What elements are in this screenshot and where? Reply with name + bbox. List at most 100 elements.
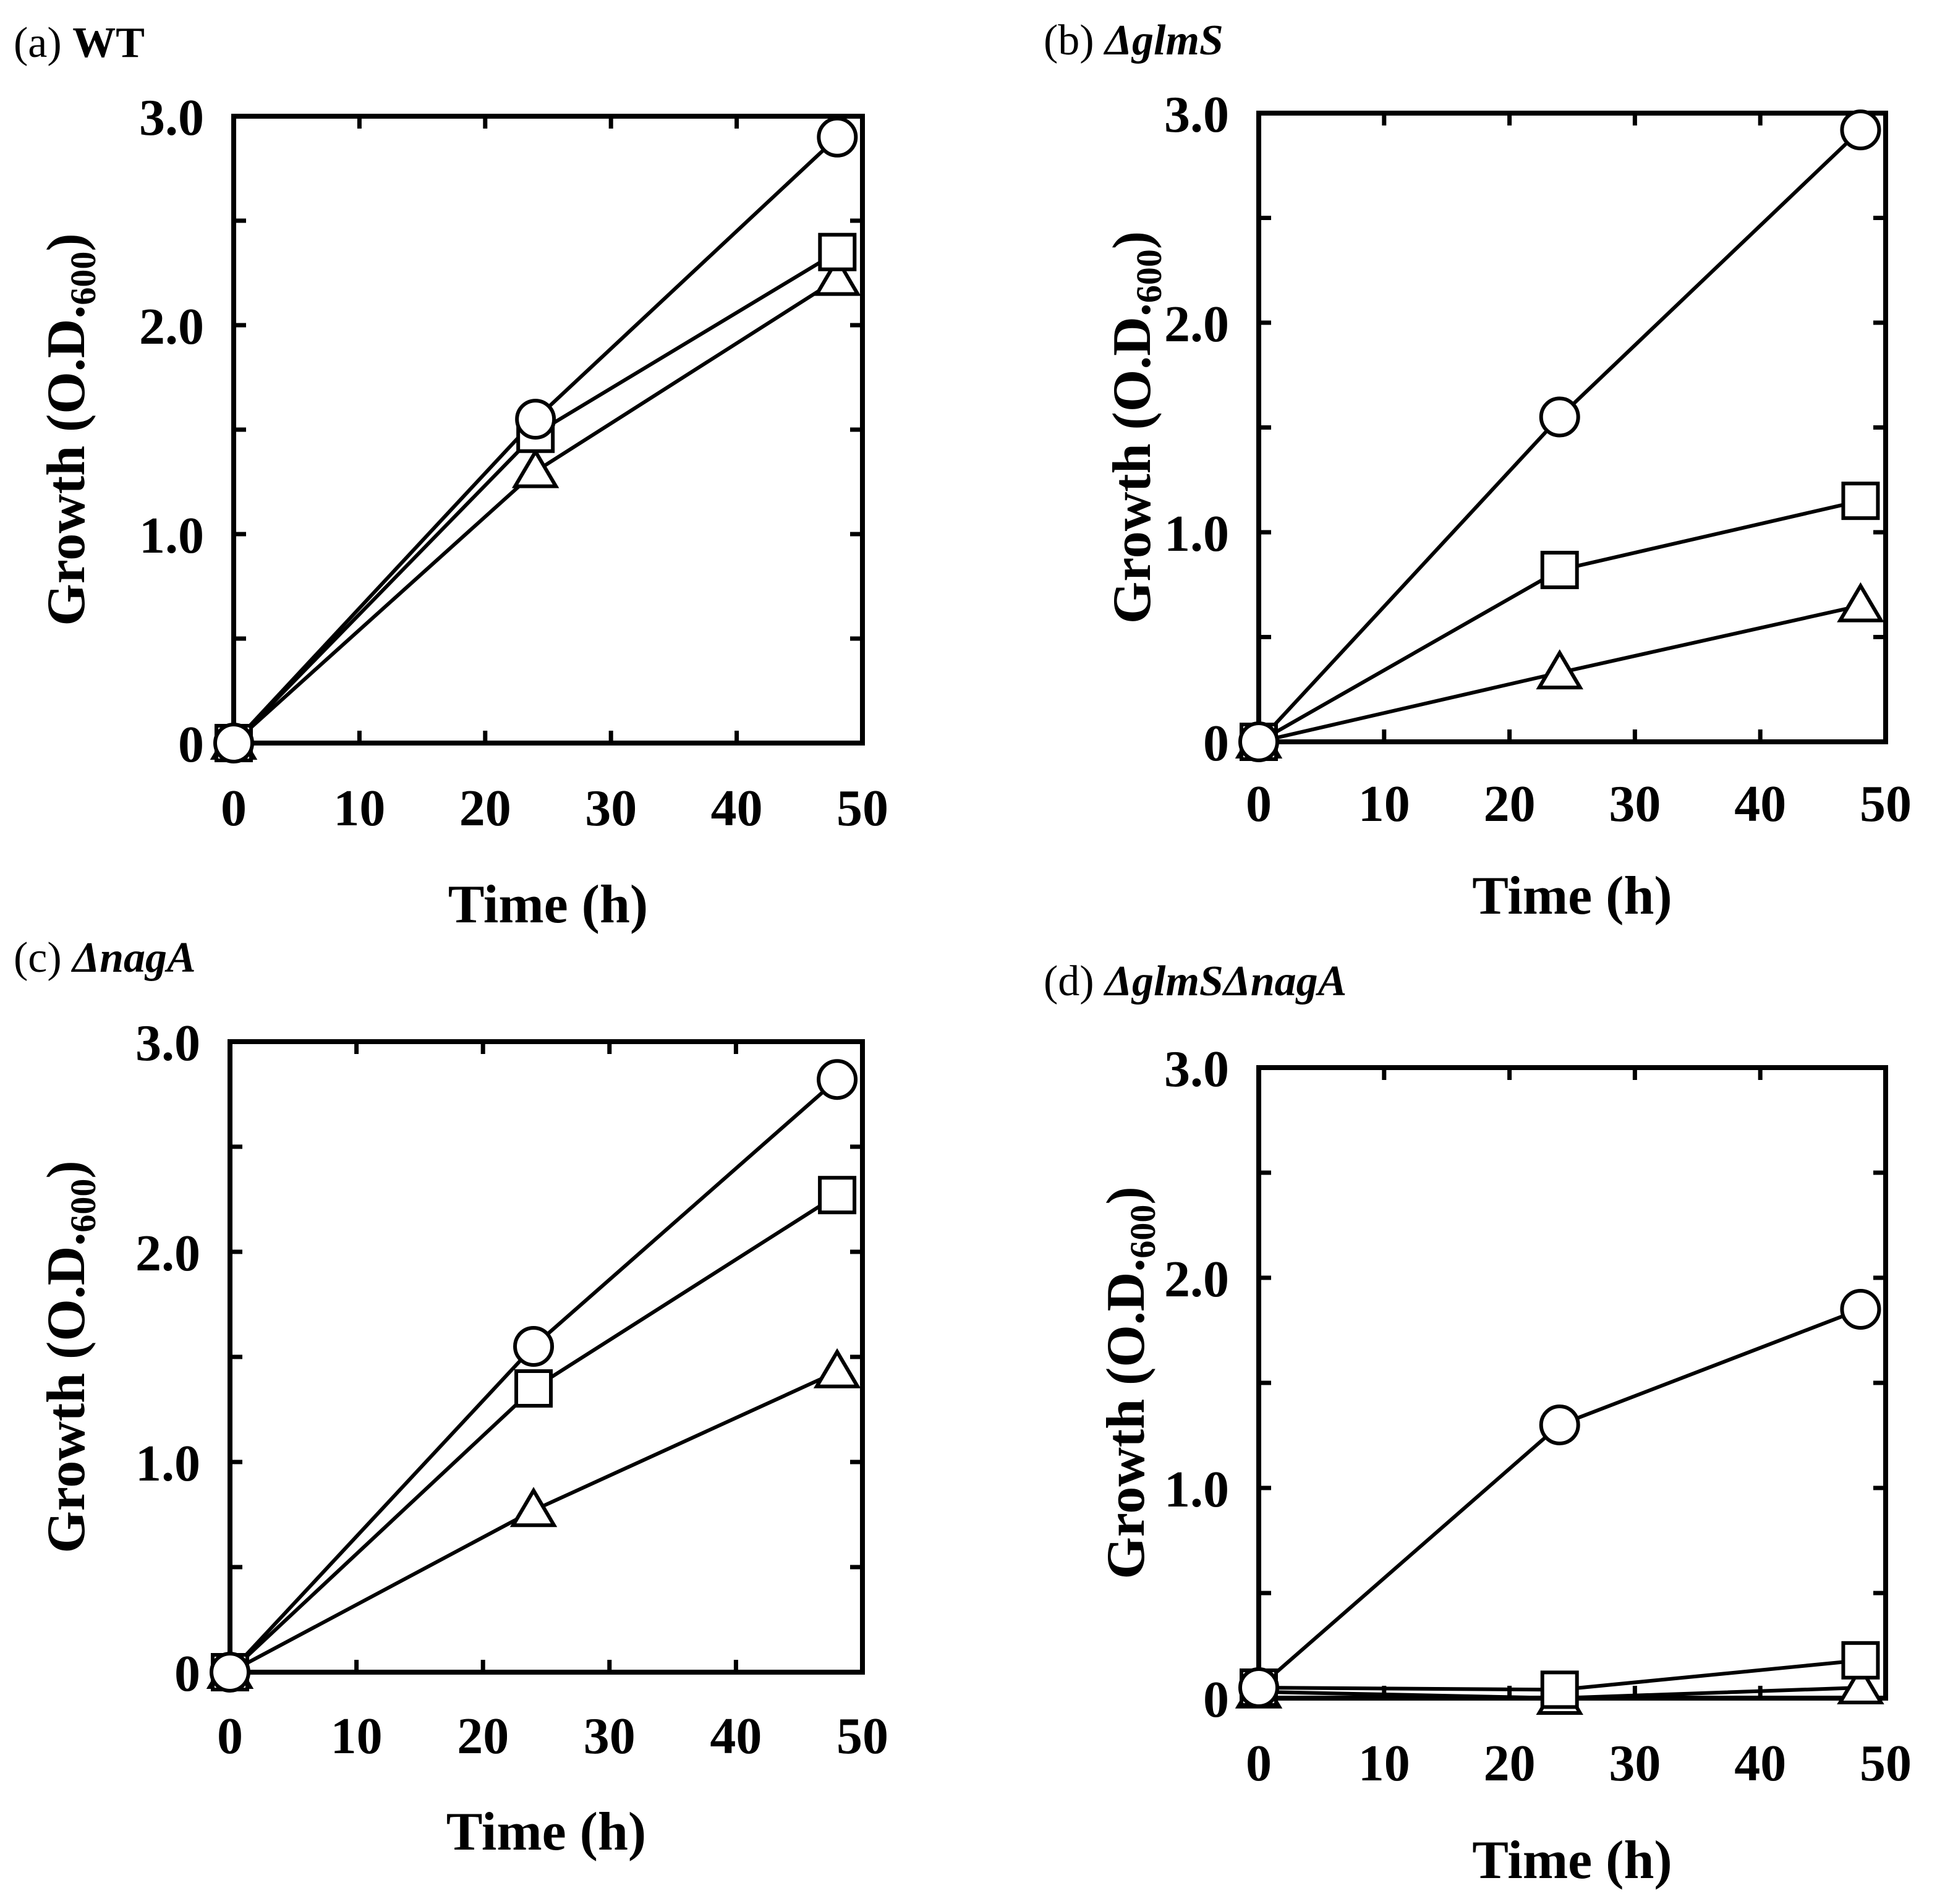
y-axis-label-close: ) <box>36 233 96 251</box>
x-tick-label: 20 <box>459 780 511 837</box>
point-triangle <box>511 448 560 488</box>
x-tick-label: 20 <box>1484 1735 1536 1792</box>
x-tick-label: 0 <box>1246 1735 1272 1792</box>
x-tick-label: 10 <box>1358 1735 1410 1792</box>
x-tick-label: 20 <box>1484 775 1536 833</box>
point-circle <box>817 116 858 158</box>
point-square <box>818 1176 857 1215</box>
point-circle <box>1238 1667 1279 1708</box>
x-tick-label: 50 <box>836 780 888 837</box>
y-tick-label: 0 <box>1203 1671 1229 1728</box>
point-circle <box>817 1059 858 1100</box>
series-line-square <box>228 1193 838 1674</box>
y-tick-label: 2.0 <box>135 1225 200 1282</box>
panel-label: (c) ΔnagA <box>14 934 196 982</box>
x-tick-label: 40 <box>710 1707 762 1765</box>
x-tick-label: 30 <box>1609 775 1661 833</box>
chart-panel-d: (d) ΔglmSΔnagA 0 1.0 2.0 3.0 0 10 20 30 40 50 Time … <box>1044 958 1912 1890</box>
y-axis-label-main: Growth (O.D. <box>36 305 96 626</box>
y-axis-label: Growth (O.D.600) <box>36 233 103 626</box>
y-axis-label-subscript: 600 <box>63 252 103 305</box>
y-tick-label: 2.0 <box>1164 1251 1229 1308</box>
x-tick-label: 0 <box>221 780 247 837</box>
x-axis-label: Time (h) <box>1472 1830 1672 1890</box>
x-tick-label: 0 <box>1246 775 1272 833</box>
y-tick-label: 1.0 <box>1164 505 1229 563</box>
y-axis-label-subscript: 600 <box>1123 1205 1163 1259</box>
panel-label-prefix: (b) <box>1044 17 1105 64</box>
y-axis-label: Growth (O.D.600) <box>1096 1186 1163 1579</box>
panel-label-name: ΔnagA <box>70 934 196 982</box>
series-line-triangle <box>232 278 838 745</box>
point-triangle <box>814 255 861 296</box>
x-tick-label: 30 <box>584 1707 636 1765</box>
panel-label-prefix: (d) <box>1044 958 1105 1005</box>
x-tick-label: 30 <box>585 780 637 837</box>
panel-label-prefix: (c) <box>14 934 72 982</box>
y-axis-label-subscript: 600 <box>1129 249 1169 303</box>
panel-label-name: ΔglmS <box>1103 17 1224 64</box>
y-tick-label: 3.0 <box>135 1014 200 1072</box>
x-axis-label: Time (h) <box>446 1802 646 1862</box>
y-tick-label: 0 <box>1203 715 1229 772</box>
point-triangle <box>813 1348 861 1388</box>
y-axis-label-main: Growth (O.D. <box>36 1233 96 1553</box>
y-tick-label: 3.0 <box>139 89 204 147</box>
x-tick-label: 10 <box>1358 775 1410 833</box>
panel-label: (a) WT <box>14 19 145 67</box>
point-square <box>1540 1670 1579 1709</box>
point-triangle <box>1837 582 1884 623</box>
point-circle <box>210 1652 250 1693</box>
point-circle <box>1840 1289 1881 1330</box>
series-line-circle <box>1258 1307 1862 1689</box>
y-tick-label: 2.0 <box>1164 295 1229 353</box>
point-triangle <box>1837 1664 1884 1704</box>
point-circle <box>1840 109 1881 151</box>
point-triangle <box>509 1487 558 1528</box>
x-tick-label: 50 <box>836 1707 888 1765</box>
point-circle <box>513 1326 555 1367</box>
x-axis-label: Time (h) <box>1472 866 1672 926</box>
y-axis-label-main: Growth (O.D. <box>1102 303 1162 624</box>
point-circle <box>1539 396 1580 438</box>
y-tick-label: 0 <box>174 1645 200 1702</box>
chart-panel-c: (c) ΔnagA 0 1.0 2.0 3.0 0 10 20 30 40 50 Time (h) Gr… <box>14 934 888 1862</box>
point-square <box>1841 482 1880 521</box>
point-triangle <box>1536 649 1583 690</box>
point-circle <box>213 723 254 763</box>
y-tick-label: 0 <box>178 716 204 773</box>
x-tick-label: 40 <box>711 780 763 837</box>
panel-label: (b) ΔglmS <box>1044 17 1224 64</box>
x-tick-label: 40 <box>1734 1735 1786 1792</box>
series-line-square <box>1258 499 1862 744</box>
panel-label-name: ΔglmSΔnagA <box>1103 958 1347 1005</box>
x-tick-label: 50 <box>1860 1735 1912 1792</box>
y-tick-label: 1.0 <box>1164 1461 1229 1518</box>
point-circle <box>515 399 556 440</box>
x-tick-label: 40 <box>1734 775 1786 833</box>
x-tick-label: 0 <box>217 1707 243 1765</box>
y-tick-label: 3.0 <box>1164 86 1229 143</box>
point-circle <box>1238 721 1279 762</box>
panel-label-name: WT <box>72 19 145 67</box>
y-axis-label-main: Growth (O.D. <box>1096 1259 1156 1579</box>
x-axis-label: Time (h) <box>448 875 648 935</box>
series-line-square <box>232 250 838 745</box>
x-tick-label: 20 <box>457 1707 509 1765</box>
y-tick-label: 1.0 <box>139 507 204 564</box>
x-tick-label: 50 <box>1860 775 1912 833</box>
y-tick-label: 2.0 <box>139 298 204 355</box>
point-circle <box>1539 1405 1580 1445</box>
y-axis-label-close: ) <box>1096 1186 1156 1204</box>
panel-label-prefix: (a) <box>14 19 72 67</box>
point-square <box>818 232 857 271</box>
x-tick-label: 10 <box>333 780 385 837</box>
chart-panel-a: (a) WT 0 1.0 2.0 3.0 0 10 20 30 40 50 Time (h) Growt… <box>14 19 888 935</box>
point-square <box>1841 1641 1880 1680</box>
x-tick-label: 30 <box>1609 1735 1661 1792</box>
point-square <box>1540 551 1579 590</box>
y-axis-label: Growth (O.D.600) <box>36 1160 103 1553</box>
y-axis-label-subscript: 600 <box>63 1179 103 1233</box>
chart-panel-b: (b) ΔglmS 0 1.0 2.0 3.0 0 10 20 30 40 50 Time (h) Gr… <box>1044 17 1912 926</box>
